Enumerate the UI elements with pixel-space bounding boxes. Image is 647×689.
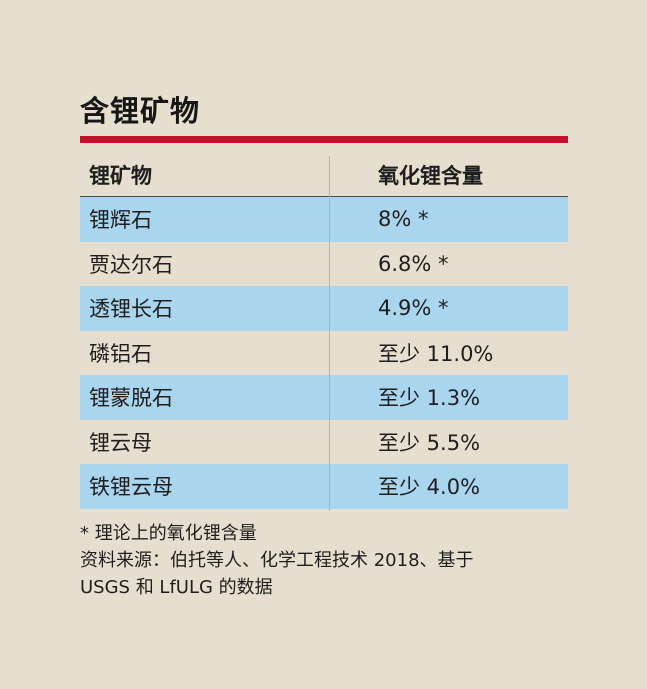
lithium-oxide-value: 6.8% * [378,251,449,276]
table-header-row: 锂矿物 氧化锂含量 [80,152,568,197]
lithium-oxide-value: 至少 4.0% [378,475,481,500]
lithium-oxide-value: 4.9% * [378,296,449,321]
lithium-oxide-value: 至少 11.0% [378,341,494,366]
table-row: 磷铝石 至少 11.0% [80,331,568,376]
source-line-2: USGS 和 LfULG 的数据 [80,577,273,598]
table-row: 铁锂云母 至少 4.0% [80,464,568,509]
mineral-name: 锂辉石 [89,208,152,233]
mineral-name: 贾达尔石 [89,252,173,277]
lithium-oxide-value: 8% * [378,207,429,232]
source-line-1: 资料来源：伯托等人、化学工程技术 2018、基于 [80,550,474,571]
table-row: 锂辉石 8% * [80,197,568,242]
mineral-name: 铁锂云母 [89,475,173,500]
footnote-block: * 理论上的氧化锂含量 资料来源：伯托等人、化学工程技术 2018、基于 USG… [80,520,580,601]
page-title: 含锂矿物 [80,94,201,128]
mineral-name: 透锂长石 [89,297,173,322]
footnote-theoretical: * 理论上的氧化锂含量 [80,523,257,544]
lithium-oxide-value: 至少 1.3% [378,386,481,411]
header-mineral: 锂矿物 [89,163,152,188]
table-row: 锂蒙脱石 至少 1.3% [80,375,568,420]
title-rule [80,136,568,143]
column-divider [329,156,330,511]
mineral-name: 锂蒙脱石 [89,386,173,411]
table-row: 贾达尔石 6.8% * [80,242,568,287]
mineral-name: 锂云母 [89,430,152,455]
table-row: 锂云母 至少 5.5% [80,420,568,465]
header-lithium-oxide-content: 氧化锂含量 [378,163,483,188]
table-row: 透锂长石 4.9% * [80,286,568,331]
lithium-oxide-value: 至少 5.5% [378,430,481,455]
mineral-name: 磷铝石 [89,341,152,366]
lithium-minerals-table: 锂矿物 氧化锂含量 锂辉石 8% * 贾达尔石 6.8% * 透锂长石 4.9%… [80,152,568,509]
